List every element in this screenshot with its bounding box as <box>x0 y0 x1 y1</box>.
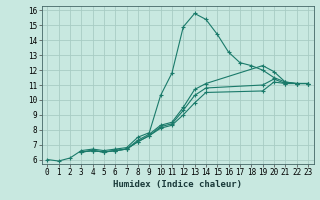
X-axis label: Humidex (Indice chaleur): Humidex (Indice chaleur) <box>113 180 242 189</box>
